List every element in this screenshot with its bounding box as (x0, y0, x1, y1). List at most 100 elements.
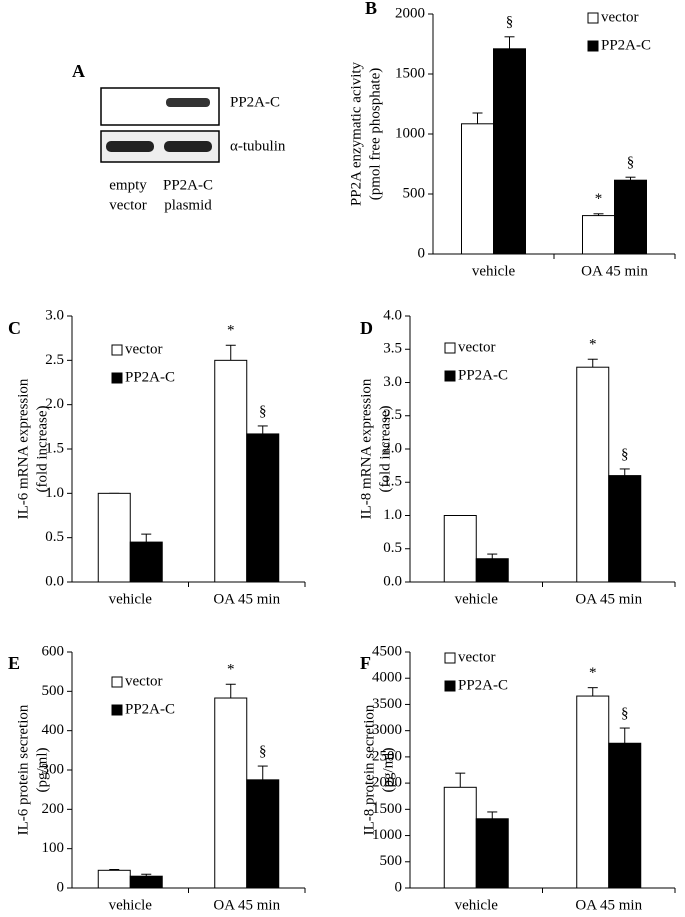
y-tick-label: 1000 (395, 125, 425, 141)
lane-label: PP2A-C (163, 177, 213, 193)
y-tick-label: 300 (42, 761, 65, 777)
x-tick-label: OA 45 min (213, 591, 280, 607)
y-tick-label: 1500 (395, 65, 425, 81)
blot-row-label: PP2A-C (230, 94, 280, 110)
legend-label: PP2A-C (458, 367, 508, 383)
panel-label: A (72, 61, 85, 81)
significance-mark: § (627, 155, 635, 171)
bar (614, 179, 647, 255)
legend-swatch (111, 676, 123, 688)
y-axis-label: (pg/ml) (380, 748, 396, 793)
x-tick-label: OA 45 min (581, 263, 648, 279)
bar (214, 697, 248, 889)
y-tick-label: 1.0 (383, 507, 402, 523)
bar (443, 515, 477, 583)
y-tick-label: 2.5 (45, 352, 64, 368)
significance-mark: * (227, 323, 235, 339)
y-tick-label: 2000 (372, 775, 402, 791)
y-tick-label: 1.5 (45, 440, 64, 456)
y-tick-label: 0 (57, 879, 65, 895)
legend-label: vector (458, 649, 495, 665)
legend-swatch (444, 652, 456, 664)
bar (475, 818, 509, 889)
y-tick-label: 600 (42, 643, 65, 659)
y-tick-label: 0.0 (45, 573, 64, 589)
y-tick-label: 0.5 (45, 529, 64, 545)
x-tick-label: vehicle (109, 591, 153, 607)
panel-label: D (360, 318, 373, 338)
blot-band (164, 141, 212, 152)
legend-swatch (444, 680, 456, 692)
panel-label: B (365, 0, 377, 18)
significance-mark: * (227, 662, 235, 678)
lane-label: empty (109, 177, 147, 193)
y-axis-label: IL-6 mRNA expression (15, 378, 31, 519)
y-axis-label: (pg/ml) (34, 748, 50, 793)
y-axis-label: (fold increase) (377, 405, 393, 492)
x-tick-label: vehicle (109, 897, 153, 913)
bar (493, 48, 526, 255)
bar (608, 742, 642, 889)
y-tick-label: 1500 (372, 801, 402, 817)
bar (97, 869, 131, 889)
y-axis-label: IL-8 mRNA expression (358, 378, 374, 519)
bar (97, 492, 131, 583)
y-tick-label: 0.0 (383, 573, 402, 589)
y-tick-label: 2.0 (45, 396, 64, 412)
y-tick-label: 2000 (395, 5, 425, 21)
legend-label: PP2A-C (458, 677, 508, 693)
y-tick-label: 1.0 (45, 485, 64, 501)
x-tick-label: vehicle (472, 263, 516, 279)
bar (475, 558, 509, 583)
y-axis-label: PP2A enzymatic acivity (348, 61, 364, 206)
significance-mark: § (506, 14, 514, 30)
y-tick-label: 2500 (372, 748, 402, 764)
x-tick-label: OA 45 min (575, 897, 642, 913)
significance-mark: § (259, 403, 267, 419)
legend-swatch (111, 372, 123, 384)
y-axis-label: IL-8 protein secretion (361, 704, 377, 835)
significance-mark: § (259, 744, 267, 760)
y-axis-label: (fold increase) (34, 405, 50, 492)
panel-label: F (360, 653, 371, 673)
bar (246, 779, 280, 889)
y-tick-label: 1000 (372, 827, 402, 843)
bar (214, 359, 248, 583)
legend-label: PP2A-C (601, 37, 651, 53)
y-tick-label: 500 (42, 683, 65, 699)
bar (246, 433, 280, 583)
significance-mark: * (595, 191, 603, 207)
lane-label: vector (109, 197, 146, 213)
significance-mark: * (589, 665, 597, 681)
y-tick-label: 2.0 (383, 440, 402, 456)
y-tick-label: 400 (42, 722, 65, 738)
legend-label: vector (125, 673, 162, 689)
legend-label: PP2A-C (125, 701, 175, 717)
blot-panel: A PP2A-C α-tubulin empty vector PP2A-C p… (72, 61, 286, 213)
y-tick-label: 2.5 (383, 407, 402, 423)
blot-band (166, 98, 210, 107)
x-tick-label: OA 45 min (575, 591, 642, 607)
x-tick-label: OA 45 min (213, 897, 280, 913)
legend-label: vector (125, 341, 162, 357)
significance-mark: * (589, 337, 597, 353)
legend-swatch (111, 344, 123, 356)
blot-row-label: α-tubulin (230, 138, 286, 154)
y-tick-label: 3.5 (383, 341, 402, 357)
y-tick-label: 3500 (372, 696, 402, 712)
y-tick-label: 500 (380, 853, 403, 869)
bar (582, 215, 615, 255)
y-tick-label: 3.0 (45, 307, 64, 323)
y-tick-label: 0.5 (383, 540, 402, 556)
lane-label: plasmid (164, 197, 212, 213)
y-tick-label: 500 (403, 185, 426, 201)
y-tick-label: 100 (42, 840, 65, 856)
panel-label: E (8, 653, 20, 673)
legend-swatch (444, 370, 456, 382)
panel-label: C (8, 318, 21, 338)
bar (576, 366, 610, 583)
y-tick-label: 3000 (372, 722, 402, 738)
y-axis-label: IL-6 protein secretion (15, 704, 31, 835)
y-tick-label: 4000 (372, 670, 402, 686)
legend-swatch (111, 704, 123, 716)
